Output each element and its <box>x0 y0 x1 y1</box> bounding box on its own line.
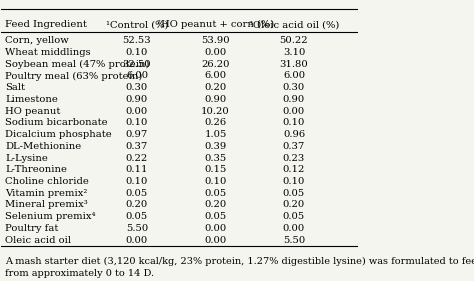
Text: L-Threonine: L-Threonine <box>5 165 67 174</box>
Text: 0.20: 0.20 <box>204 200 227 209</box>
Text: 0.10: 0.10 <box>126 118 148 127</box>
Text: Soybean meal (47% protein): Soybean meal (47% protein) <box>5 60 149 69</box>
Text: 0.05: 0.05 <box>126 212 148 221</box>
Text: 6.00: 6.00 <box>204 71 227 80</box>
Text: 0.22: 0.22 <box>126 153 148 162</box>
Text: Poultry fat: Poultry fat <box>5 224 58 233</box>
Text: Sodium bicarbonate: Sodium bicarbonate <box>5 118 108 127</box>
Text: 0.11: 0.11 <box>126 165 148 174</box>
Text: ³Oleic acid oil (%): ³Oleic acid oil (%) <box>249 20 339 29</box>
Text: 52.53: 52.53 <box>123 36 151 45</box>
Text: 0.00: 0.00 <box>126 106 148 116</box>
Text: 0.20: 0.20 <box>204 83 227 92</box>
Text: Dicalcium phosphate: Dicalcium phosphate <box>5 130 112 139</box>
Text: 0.23: 0.23 <box>283 153 305 162</box>
Text: A mash starter diet (3,120 kcal/kg, 23% protein, 1.27% digestible lysine) was fo: A mash starter diet (3,120 kcal/kg, 23% … <box>5 257 474 278</box>
Text: Limestone: Limestone <box>5 95 58 104</box>
Text: Mineral premix³: Mineral premix³ <box>5 200 88 209</box>
Text: 0.39: 0.39 <box>204 142 227 151</box>
Text: Vitamin premix²: Vitamin premix² <box>5 189 87 198</box>
Text: 0.97: 0.97 <box>126 130 148 139</box>
Text: 53.90: 53.90 <box>201 36 230 45</box>
Text: 0.35: 0.35 <box>204 153 227 162</box>
Text: 0.20: 0.20 <box>126 200 148 209</box>
Text: Selenium premix⁴: Selenium premix⁴ <box>5 212 95 221</box>
Text: 0.90: 0.90 <box>283 95 305 104</box>
Text: 0.12: 0.12 <box>283 165 305 174</box>
Text: 0.00: 0.00 <box>204 235 227 244</box>
Text: 0.00: 0.00 <box>204 48 227 57</box>
Text: 32.50: 32.50 <box>123 60 151 69</box>
Text: HO peanut: HO peanut <box>5 106 60 116</box>
Text: Wheat middlings: Wheat middlings <box>5 48 91 57</box>
Text: 0.00: 0.00 <box>283 224 305 233</box>
Text: 0.05: 0.05 <box>126 189 148 198</box>
Text: 0.10: 0.10 <box>283 118 305 127</box>
Text: L-Lysine: L-Lysine <box>5 153 48 162</box>
Text: 0.05: 0.05 <box>283 212 305 221</box>
Text: 31.80: 31.80 <box>280 60 308 69</box>
Text: Choline chloride: Choline chloride <box>5 177 89 186</box>
Text: 0.26: 0.26 <box>204 118 227 127</box>
Text: 6.00: 6.00 <box>126 71 148 80</box>
Text: Poultry meal (63% protein): Poultry meal (63% protein) <box>5 71 142 81</box>
Text: 26.20: 26.20 <box>201 60 230 69</box>
Text: 0.10: 0.10 <box>126 177 148 186</box>
Text: 0.30: 0.30 <box>283 83 305 92</box>
Text: 0.90: 0.90 <box>126 95 148 104</box>
Text: 0.05: 0.05 <box>283 189 305 198</box>
Text: Salt: Salt <box>5 83 25 92</box>
Text: 0.15: 0.15 <box>204 165 227 174</box>
Text: 6.00: 6.00 <box>283 71 305 80</box>
Text: 0.00: 0.00 <box>204 224 227 233</box>
Text: 0.20: 0.20 <box>283 200 305 209</box>
Text: ¹Control (%): ¹Control (%) <box>106 20 168 29</box>
Text: 10.20: 10.20 <box>201 106 230 116</box>
Text: 0.00: 0.00 <box>126 235 148 244</box>
Text: 0.37: 0.37 <box>283 142 305 151</box>
Text: 0.37: 0.37 <box>126 142 148 151</box>
Text: 3.10: 3.10 <box>283 48 305 57</box>
Text: 0.10: 0.10 <box>204 177 227 186</box>
Text: 0.05: 0.05 <box>204 212 227 221</box>
Text: 5.50: 5.50 <box>283 235 305 244</box>
Text: ²HO peanut + corn (%): ²HO peanut + corn (%) <box>157 20 274 29</box>
Text: 5.50: 5.50 <box>126 224 148 233</box>
Text: 1.05: 1.05 <box>204 130 227 139</box>
Text: Corn, yellow: Corn, yellow <box>5 36 69 45</box>
Text: DL-Methionine: DL-Methionine <box>5 142 81 151</box>
Text: 0.00: 0.00 <box>283 106 305 116</box>
Text: Feed Ingredient: Feed Ingredient <box>5 20 87 29</box>
Text: Oleic acid oil: Oleic acid oil <box>5 235 71 244</box>
Text: 0.30: 0.30 <box>126 83 148 92</box>
Text: 0.10: 0.10 <box>283 177 305 186</box>
Text: 0.90: 0.90 <box>204 95 227 104</box>
Text: 0.96: 0.96 <box>283 130 305 139</box>
Text: 0.05: 0.05 <box>204 189 227 198</box>
Text: 50.22: 50.22 <box>280 36 308 45</box>
Text: 0.10: 0.10 <box>126 48 148 57</box>
